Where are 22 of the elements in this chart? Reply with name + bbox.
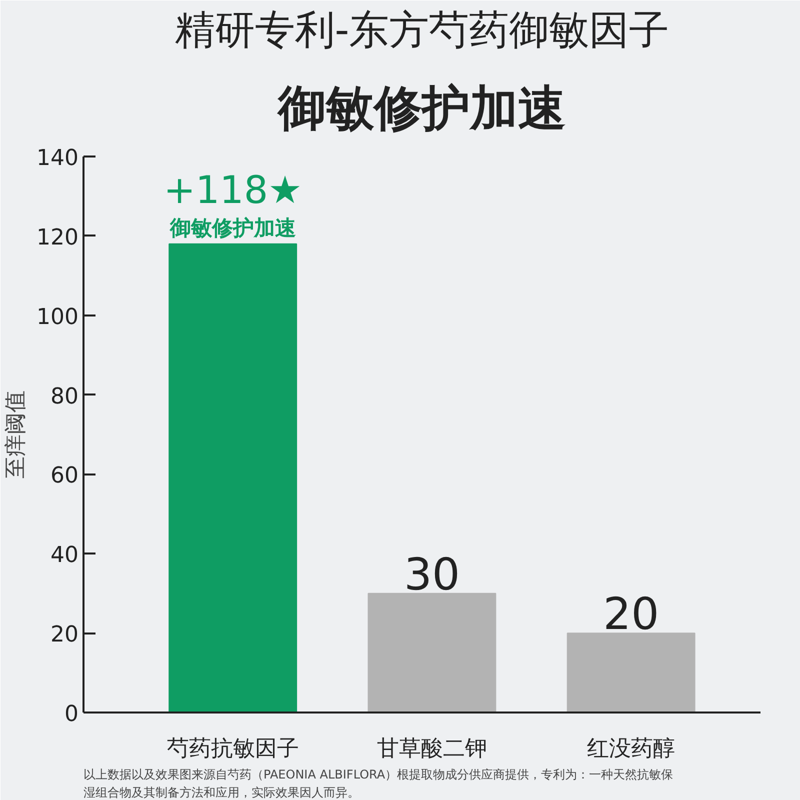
y-tick-label: 40 xyxy=(50,543,79,568)
x-tick-label: 红没药醇 xyxy=(587,736,676,762)
chart-subtitle: 御敏修护加速 xyxy=(276,80,566,136)
y-tick-label: 80 xyxy=(50,384,79,410)
y-tick-label: 100 xyxy=(36,304,79,330)
y-tick-label: 0 xyxy=(64,702,79,727)
bar xyxy=(566,632,696,712)
data-label: 30 xyxy=(404,549,460,600)
text: 以上数据以及效果图来源自芍药（PAEONIA ALBIFLORA）根提取物成分供应商提供，专利为：一种天然抗敏保湿组合物及其制备方法和应用，实际效果因人而异。 xyxy=(84,768,674,800)
y-tick-label: 140 xyxy=(36,146,79,171)
chart-title: 精研专利-东方芍药御敏因子 xyxy=(174,8,670,54)
x-tick-label: 甘草酸二钾 xyxy=(376,736,487,762)
data-label: 20 xyxy=(603,589,660,640)
bar xyxy=(168,243,298,712)
y-tick-label: 60 xyxy=(50,464,79,489)
y-tick-label: 120 xyxy=(36,225,79,250)
y-tick-label: 20 xyxy=(50,622,79,648)
bar xyxy=(368,592,496,712)
annotation: 御敏修护加速 xyxy=(168,216,296,240)
data-label: +118★ xyxy=(164,168,302,212)
y-axis-title: 至痒阈值 xyxy=(4,390,29,478)
x-tick-label: 芍药抗敏因子 xyxy=(166,736,299,762)
